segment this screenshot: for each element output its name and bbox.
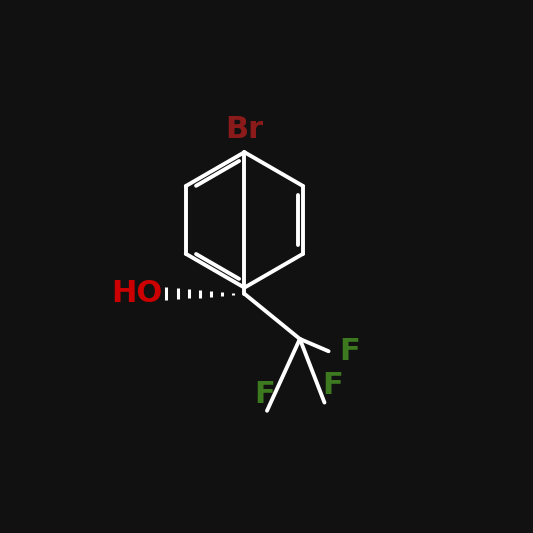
Text: F: F (255, 379, 276, 409)
Text: F: F (322, 372, 343, 400)
Text: HO: HO (111, 279, 163, 308)
Text: Br: Br (225, 115, 263, 144)
Text: F: F (339, 337, 360, 366)
